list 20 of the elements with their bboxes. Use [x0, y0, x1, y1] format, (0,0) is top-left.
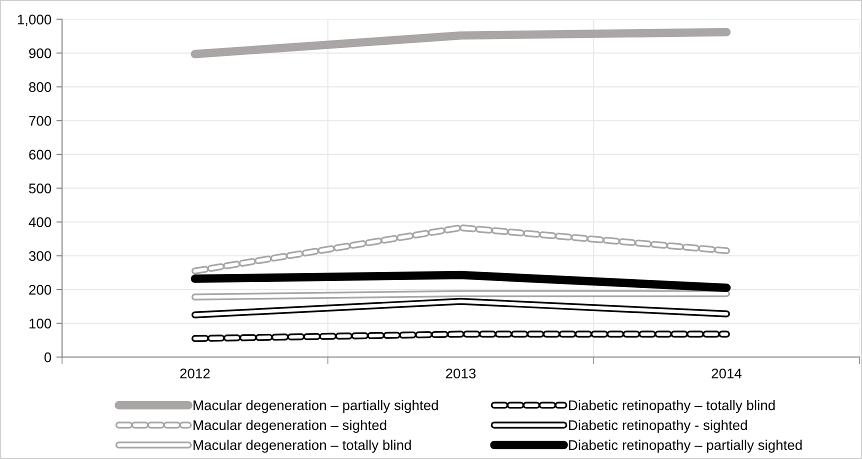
legend-label: Diabetic retinopathy – partially sighted — [569, 440, 802, 453]
y-tick-label: 400 — [28, 217, 52, 228]
legend-label: Macular degeneration – partially sighted — [194, 400, 438, 413]
legend-label: Macular degeneration – totally blind — [194, 440, 411, 453]
y-tick-label: 200 — [29, 284, 52, 295]
y-tick-label: 0 — [44, 352, 52, 362]
y-tick-label: 900 — [29, 48, 52, 58]
legend-label: Macular degeneration – sighted — [194, 420, 386, 433]
x-tick-label: 2013 — [446, 368, 476, 378]
legend-label: Diabetic retinopathy – totally blind — [569, 400, 775, 413]
x-tick-label: 2012 — [180, 368, 210, 378]
y-tick-label: 800 — [29, 82, 52, 92]
y-tick-label: 700 — [29, 116, 52, 126]
legend-label: Diabetic retinopathy - sighted — [569, 420, 747, 433]
y-tick-label: 100 — [30, 318, 52, 328]
y-tick-label: 600 — [29, 150, 52, 160]
y-tick-label: 500 — [29, 184, 52, 194]
y-tick-label: 1,000 — [18, 14, 52, 26]
x-tick-label: 2014 — [712, 368, 742, 378]
y-tick-label: 300 — [29, 251, 52, 261]
